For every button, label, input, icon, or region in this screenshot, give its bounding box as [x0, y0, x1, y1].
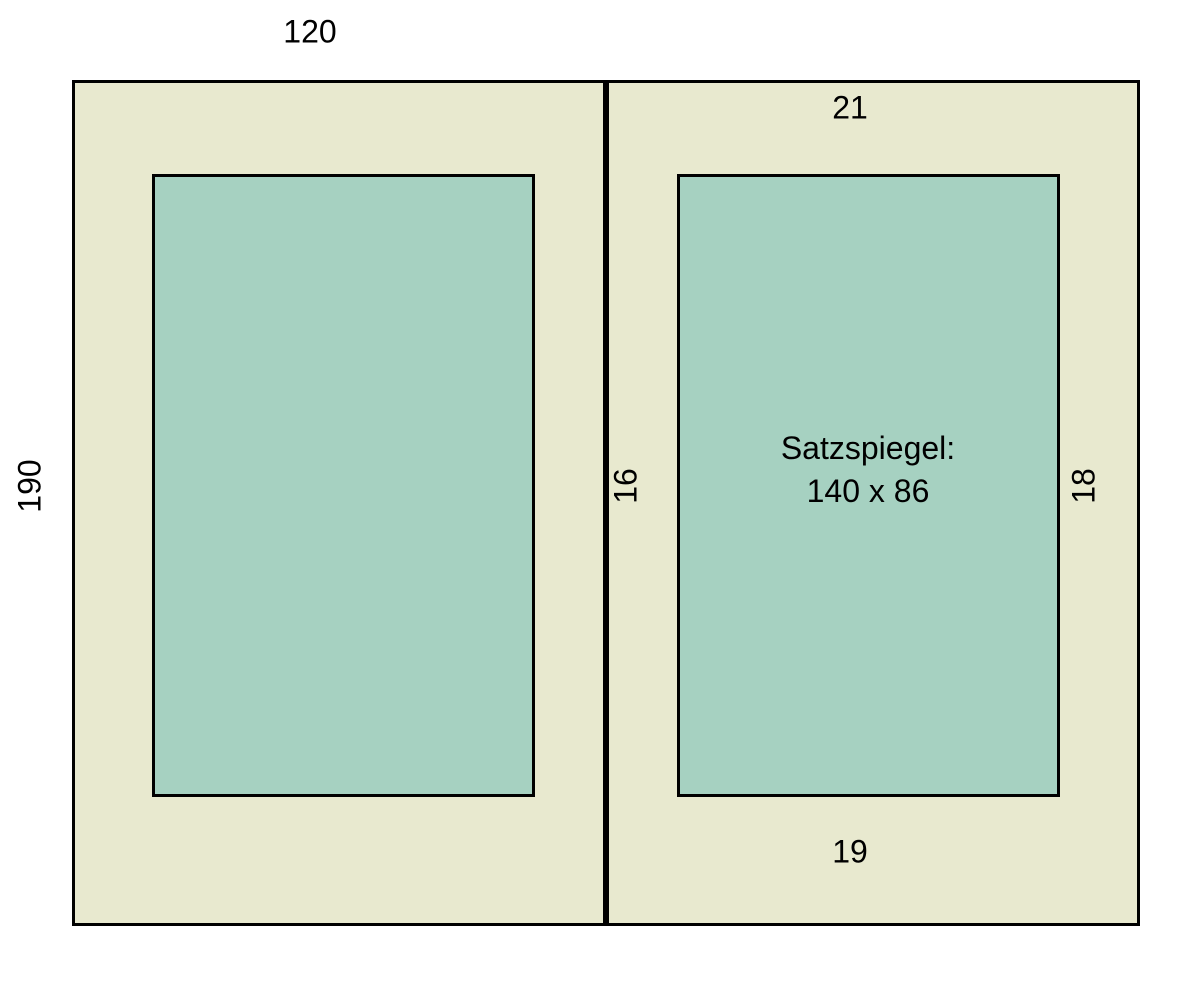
satzspiegel-label: Satzspiegel: 140 x 86 [781, 427, 955, 513]
margin-bottom-label: 19 [832, 834, 868, 871]
satzspiegel-line1: Satzspiegel: [781, 427, 955, 470]
margin-top-label: 21 [832, 90, 868, 127]
page-height-label: 190 [12, 459, 49, 512]
margin-outer-label: 18 [1066, 468, 1103, 504]
left-text-area [152, 174, 535, 797]
margin-inner-label: 16 [608, 468, 645, 504]
page-width-label: 120 [283, 14, 336, 51]
satzspiegel-line2: 140 x 86 [781, 470, 955, 513]
diagram-canvas: 120 190 21 19 16 18 Satzspiegel: 140 x 8… [0, 0, 1200, 986]
